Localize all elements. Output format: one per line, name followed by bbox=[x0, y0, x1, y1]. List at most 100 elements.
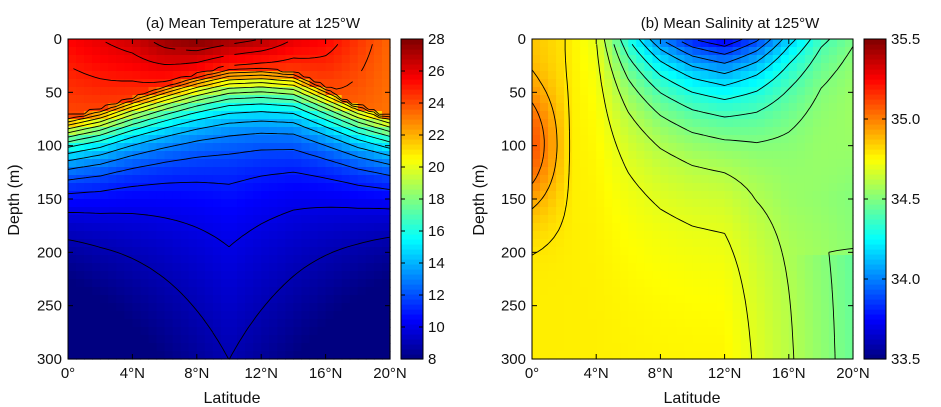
heatmap-cell bbox=[317, 215, 327, 224]
heatmap-cell bbox=[620, 63, 629, 72]
heatmap-cell bbox=[596, 63, 605, 72]
heatmap-cell bbox=[68, 191, 77, 200]
heatmap-cell bbox=[317, 159, 327, 168]
heatmap-cell bbox=[333, 327, 343, 336]
heatmap-cell bbox=[596, 207, 605, 216]
heatmap-cell bbox=[341, 55, 351, 64]
colorbar-swatch bbox=[401, 199, 423, 205]
heatmap-cell bbox=[740, 103, 750, 112]
heatmap-cell bbox=[548, 143, 557, 152]
colorbar-swatch bbox=[864, 324, 886, 330]
heatmap-cell bbox=[84, 167, 93, 176]
heatmap-cell bbox=[341, 207, 351, 216]
contour-line bbox=[619, 38, 831, 118]
heatmap-cell bbox=[644, 335, 653, 344]
heatmap-cell bbox=[756, 351, 766, 360]
heatmap-cell bbox=[612, 127, 621, 136]
heatmap-cell bbox=[381, 255, 391, 264]
heatmap-cell bbox=[293, 327, 303, 336]
heatmap-cell bbox=[285, 223, 294, 232]
heatmap-cell bbox=[188, 351, 198, 360]
heatmap-cell bbox=[732, 183, 742, 192]
heatmap-cell bbox=[628, 119, 637, 128]
heatmap-cell bbox=[285, 319, 294, 328]
heatmap-cell bbox=[764, 55, 774, 64]
heatmap-cell bbox=[196, 319, 206, 328]
heatmap-cell bbox=[796, 55, 806, 64]
heatmap-cell bbox=[724, 191, 734, 200]
heatmap-cell bbox=[269, 127, 278, 136]
heatmap-cell bbox=[676, 351, 686, 360]
heatmap-cell bbox=[580, 295, 589, 304]
heatmap-cell bbox=[204, 167, 214, 176]
heatmap-cell bbox=[285, 191, 294, 200]
heatmap-cell bbox=[556, 199, 565, 208]
heatmap-cell bbox=[548, 71, 557, 80]
heatmap-cell bbox=[357, 183, 367, 192]
heatmap-cell bbox=[748, 311, 758, 320]
colorbar-swatch bbox=[401, 294, 423, 300]
heatmap-cell bbox=[84, 103, 93, 112]
heatmap-cell bbox=[341, 287, 351, 296]
heatmap-cell bbox=[644, 343, 653, 352]
heatmap-cell bbox=[132, 103, 142, 112]
heatmap-cell bbox=[253, 327, 262, 336]
heatmap-cell bbox=[140, 223, 150, 232]
heatmap-cell bbox=[277, 55, 286, 64]
heatmap-cell bbox=[812, 47, 822, 56]
heatmap-cell bbox=[132, 279, 142, 288]
heatmap-cell bbox=[748, 279, 758, 288]
heatmap-cell bbox=[844, 351, 854, 360]
heatmap-cell bbox=[580, 159, 589, 168]
heatmap-cell bbox=[188, 287, 198, 296]
colorbar-swatch bbox=[401, 94, 423, 100]
heatmap-cell bbox=[660, 335, 670, 344]
heatmap-cell bbox=[804, 215, 814, 224]
heatmap-cell bbox=[140, 295, 150, 304]
heatmap-cell bbox=[196, 207, 206, 216]
heatmap-cell bbox=[732, 143, 742, 152]
heatmap-cell bbox=[588, 215, 597, 224]
heatmap-cell bbox=[325, 47, 335, 56]
heatmap-cell bbox=[836, 327, 846, 336]
heatmap-cell bbox=[317, 119, 327, 128]
heatmap-cell bbox=[548, 167, 557, 176]
heatmap-cell bbox=[692, 167, 702, 176]
heatmap-cell bbox=[333, 311, 343, 320]
heatmap-cell bbox=[357, 311, 367, 320]
heatmap-cell bbox=[253, 95, 262, 104]
heatmap-cell bbox=[828, 87, 838, 96]
heatmap-cell bbox=[796, 255, 806, 264]
heatmap-cell bbox=[820, 159, 830, 168]
heatmap-cell bbox=[684, 223, 694, 232]
colorbar-swatch bbox=[864, 309, 886, 315]
heatmap-cell bbox=[253, 319, 262, 328]
heatmap-cell bbox=[556, 119, 565, 128]
heatmap-cell bbox=[604, 223, 613, 232]
heatmap-cell bbox=[764, 151, 774, 160]
heatmap-cell bbox=[277, 327, 286, 336]
heatmap-cell bbox=[317, 247, 327, 256]
heatmap-cell bbox=[229, 207, 238, 216]
heatmap-cell bbox=[245, 143, 254, 152]
heatmap-cell bbox=[572, 295, 581, 304]
heatmap-cell bbox=[564, 47, 573, 56]
heatmap-cell bbox=[76, 263, 85, 272]
heatmap-cell bbox=[580, 303, 589, 312]
heatmap-cell bbox=[245, 63, 254, 72]
heatmap-cell bbox=[156, 263, 166, 272]
heatmap-cell bbox=[628, 319, 637, 328]
heatmap-cell bbox=[108, 343, 117, 352]
heatmap-cell bbox=[309, 287, 319, 296]
heatmap-cell bbox=[628, 183, 637, 192]
heatmap-cell bbox=[588, 191, 597, 200]
heatmap-cell bbox=[532, 215, 541, 224]
heatmap-cell bbox=[588, 143, 597, 152]
heatmap-cell bbox=[580, 343, 589, 352]
heatmap-cell bbox=[116, 335, 125, 344]
heatmap-cell bbox=[604, 319, 613, 328]
heatmap-cell bbox=[237, 255, 246, 264]
heatmap-cell bbox=[132, 351, 142, 360]
heatmap-cell bbox=[820, 143, 830, 152]
heatmap-cell bbox=[68, 183, 77, 192]
